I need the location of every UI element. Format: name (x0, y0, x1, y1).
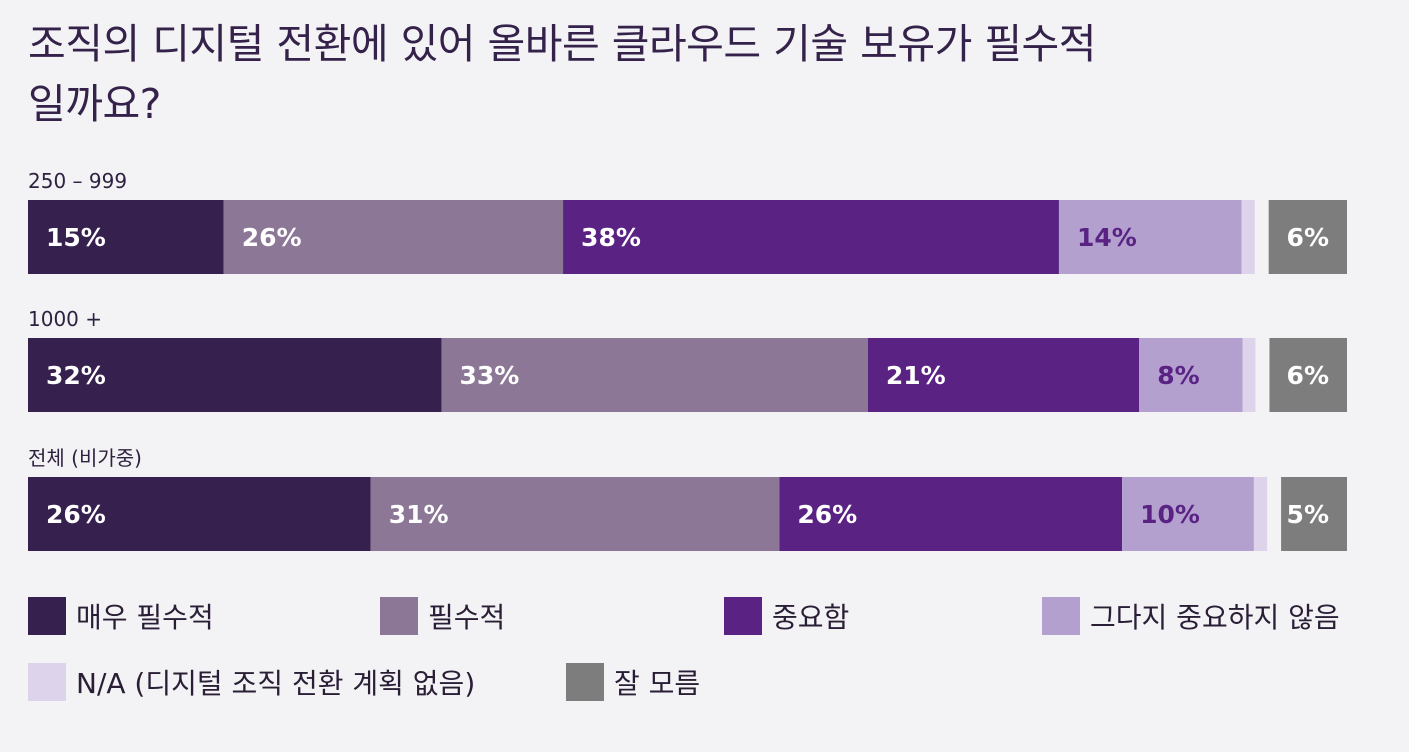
bar-segment (1241, 200, 1255, 274)
legend-swatch (566, 663, 604, 701)
bar-segment (1139, 338, 1243, 412)
legend-swatch (1042, 597, 1080, 635)
data-label: 5% (1287, 500, 1329, 529)
data-label: 10% (1140, 500, 1200, 529)
data-label: 32% (46, 361, 106, 390)
legend-item: 매우 필수적 (28, 596, 214, 636)
category-label: 250 – 999 (28, 169, 127, 193)
bar-segment (1269, 338, 1347, 412)
legend-label: 매우 필수적 (76, 601, 214, 634)
data-label: 14% (1077, 223, 1137, 252)
legend-label: 그다지 중요하지 않음 (1090, 601, 1340, 634)
bar-segment (28, 200, 224, 274)
bar-segment (370, 477, 780, 551)
legend-label: 필수적 (428, 601, 506, 634)
legend-swatch (724, 597, 762, 635)
data-label: 26% (797, 500, 857, 529)
data-label: 21% (886, 361, 946, 390)
category-label: 전체 (비가중) (28, 446, 142, 470)
legend-item: N/A (디지털 조직 전환 계획 없음) (28, 662, 475, 702)
data-label: 38% (581, 223, 641, 252)
legend-label: 잘 모름 (614, 667, 701, 700)
legend-label: 중요함 (772, 601, 850, 634)
data-label: 6% (1287, 223, 1329, 252)
data-label: 8% (1157, 361, 1199, 390)
bar-segment (1122, 477, 1254, 551)
bar-segment (1058, 200, 1242, 274)
legend-item: 그다지 중요하지 않음 (1042, 596, 1340, 636)
bar-segment (563, 200, 1059, 274)
bar-segment (28, 477, 371, 551)
legend-swatch (380, 597, 418, 635)
data-label: 15% (46, 223, 106, 252)
bar-segment (1268, 200, 1347, 274)
bar-segment (1281, 477, 1347, 551)
bar-segment (28, 338, 442, 412)
legend-label: N/A (디지털 조직 전환 계획 없음) (76, 667, 476, 700)
data-label: 26% (242, 223, 302, 252)
chart-legend: 매우 필수적 필수적 중요함 그다지 중요하지 않음 N/A (디지털 조직 전환 계획… (28, 596, 1388, 716)
bar-segment (1242, 338, 1256, 412)
legend-item: 필수적 (380, 596, 505, 636)
bar-segment (223, 200, 564, 274)
bar-segment (441, 338, 868, 412)
legend-swatch (28, 597, 66, 635)
data-label: 31% (389, 500, 449, 529)
data-label: 33% (459, 361, 519, 390)
legend-item: 잘 모름 (566, 662, 700, 702)
legend-item: 중요함 (724, 596, 849, 636)
data-label: 6% (1287, 361, 1329, 390)
category-label: 1000 + (28, 307, 102, 331)
bar-segment (867, 338, 1140, 412)
bar-segment (1253, 477, 1268, 551)
legend-swatch (28, 663, 66, 701)
data-label: 26% (46, 500, 106, 529)
chart-title: 조직의 디지털 전환에 있어 올바른 클라우드 기술 보유가 필수적일까요? (28, 20, 1096, 128)
bar-segment (779, 477, 1123, 551)
